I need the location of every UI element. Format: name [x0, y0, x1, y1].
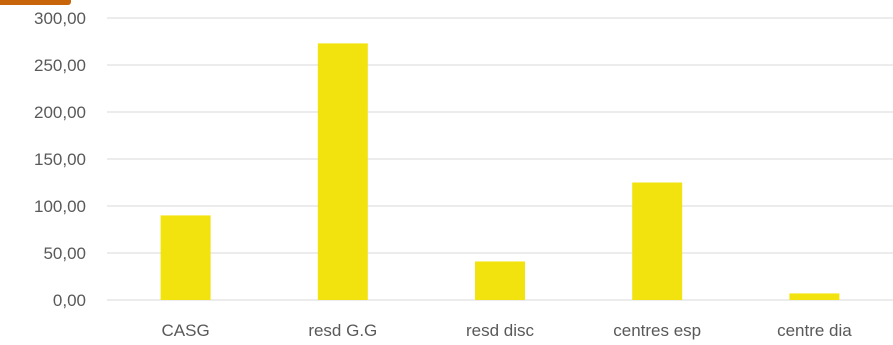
x-axis-category-labels: CASG resd G.G resd disc centres esp centre d… — [162, 321, 853, 340]
y-tick-label: 150,00 — [34, 150, 86, 169]
x-category-label: centres esp — [613, 321, 701, 340]
bar-centre-dia — [789, 293, 840, 300]
x-category-label: resd disc — [466, 321, 535, 340]
y-tick-label: 50,00 — [43, 244, 86, 263]
bars — [160, 43, 840, 300]
x-category-label: CASG — [162, 321, 210, 340]
y-tick-label: 200,00 — [34, 103, 86, 122]
corner-accent-tab — [0, 0, 71, 5]
x-category-label: centre dia — [777, 321, 852, 340]
y-axis-tick-labels: 0,00 50,00 100,00 150,00 200,00 250,00 300,00 — [34, 9, 86, 310]
y-tick-label: 250,00 — [34, 56, 86, 75]
y-tick-label: 0,00 — [53, 291, 86, 310]
bar-casg — [160, 215, 211, 300]
x-category-label: resd G.G — [308, 321, 377, 340]
bar-resd-disc — [475, 261, 525, 300]
y-tick-label: 300,00 — [34, 9, 86, 28]
bar-resd-g-g — [317, 43, 368, 300]
bar-centres-esp — [632, 182, 683, 300]
y-tick-label: 100,00 — [34, 197, 86, 216]
gridlines — [107, 17, 893, 301]
